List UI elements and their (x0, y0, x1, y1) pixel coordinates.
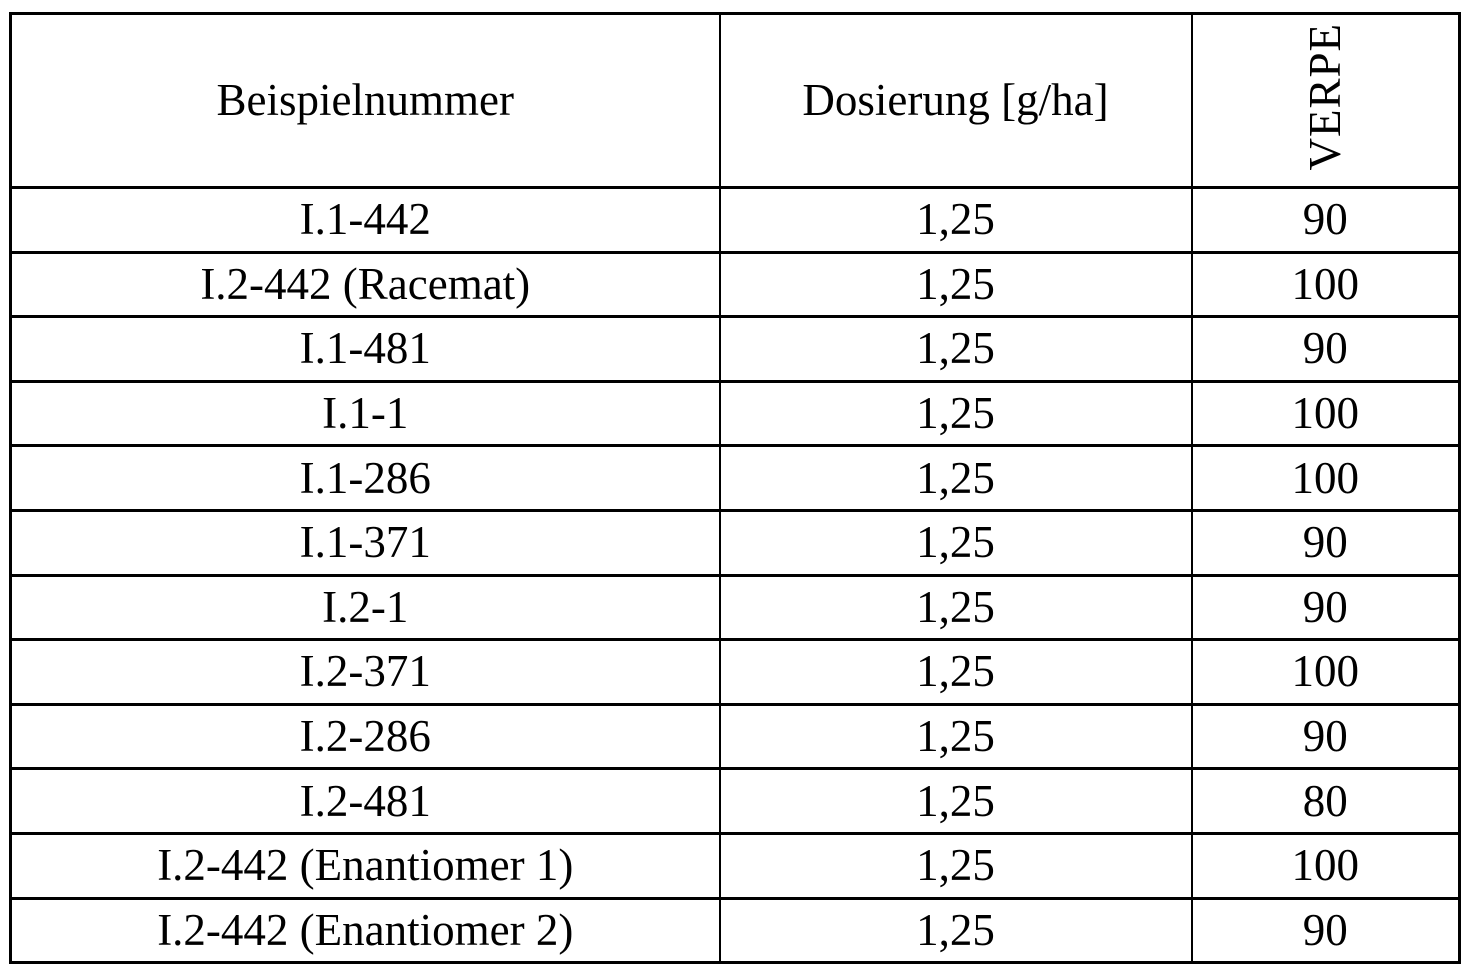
verpe-cell: 100 (1190, 379, 1461, 448)
beispielnummer-cell: I.2-481 (9, 767, 721, 835)
table-row: I.1-442 1,25 90 (9, 186, 1461, 254)
verpe-cell: 90 (1190, 186, 1461, 254)
beispielnummer-cell: I.2-442 (Enantiomer 1) (9, 831, 721, 900)
dosierung-cell: 1,25 (718, 702, 1193, 771)
verpe-cell: 90 (1190, 896, 1461, 965)
column-header-verpe: VERPE (1190, 12, 1461, 189)
verpe-cell: 80 (1190, 767, 1461, 835)
dosierung-cell: 1,25 (718, 896, 1193, 965)
dosierung-cell: 1,25 (718, 573, 1193, 642)
verpe-cell: 100 (1190, 444, 1461, 512)
beispielnummer-cell: I.1-286 (9, 444, 721, 512)
table-body: I.1-442 1,25 90 I.2-442 (Racemat) 1,25 1… (9, 186, 1461, 965)
verpe-cell: 100 (1190, 638, 1461, 706)
table-row: I.2-442 (Enantiomer 2) 1,25 90 (9, 896, 1461, 965)
dosierung-cell: 1,25 (718, 767, 1193, 835)
column-header-beispielnummer: Beispielnummer (9, 12, 721, 189)
table-row: I.2-1 1,25 90 (9, 573, 1461, 642)
beispielnummer-cell: I.2-286 (9, 702, 721, 771)
dosierung-cell: 1,25 (718, 444, 1193, 512)
beispielnummer-cell: I.2-371 (9, 638, 721, 706)
beispielnummer-cell: I.2-1 (9, 573, 721, 642)
verpe-cell: 90 (1190, 702, 1461, 771)
table-row: I.1-286 1,25 100 (9, 444, 1461, 512)
beispielnummer-cell: I.2-442 (Racemat) (9, 250, 721, 319)
table-row: I.1-1 1,25 100 (9, 379, 1461, 448)
beispielnummer-cell: I.1-371 (9, 508, 721, 577)
table-row: I.2-481 1,25 80 (9, 767, 1461, 835)
beispielnummer-cell: I.1-1 (9, 379, 721, 448)
column-header-dosierung: Dosierung [g/ha] (718, 12, 1193, 189)
header-row: Beispielnummer Dosierung [g/ha] VERPE (9, 12, 1461, 189)
table-row: I.2-371 1,25 100 (9, 638, 1461, 706)
dosierung-cell: 1,25 (718, 831, 1193, 900)
verpe-cell: 90 (1190, 508, 1461, 577)
dosierung-cell: 1,25 (718, 638, 1193, 706)
verpe-vertical-label: VERPE (1299, 22, 1350, 171)
dosierung-cell: 1,25 (718, 250, 1193, 319)
dosierung-cell: 1,25 (718, 379, 1193, 448)
dosierung-cell: 1,25 (718, 186, 1193, 254)
table-row: I.2-442 (Enantiomer 1) 1,25 100 (9, 831, 1461, 900)
table-row: I.1-371 1,25 90 (9, 508, 1461, 577)
table-row: I.1-481 1,25 90 (9, 315, 1461, 383)
dosierung-cell: 1,25 (718, 315, 1193, 383)
verpe-cell: 90 (1190, 315, 1461, 383)
beispielnummer-cell: I.1-481 (9, 315, 721, 383)
beispielnummer-cell: I.2-442 (Enantiomer 2) (9, 896, 721, 965)
verpe-cell: 90 (1190, 573, 1461, 642)
dosierung-cell: 1,25 (718, 508, 1193, 577)
beispielnummer-cell: I.1-442 (9, 186, 721, 254)
results-table: Beispielnummer Dosierung [g/ha] VERPE I.… (9, 12, 1461, 965)
table-row: I.2-442 (Racemat) 1,25 100 (9, 250, 1461, 319)
verpe-cell: 100 (1190, 831, 1461, 900)
table-row: I.2-286 1,25 90 (9, 702, 1461, 771)
verpe-cell: 100 (1190, 250, 1461, 319)
